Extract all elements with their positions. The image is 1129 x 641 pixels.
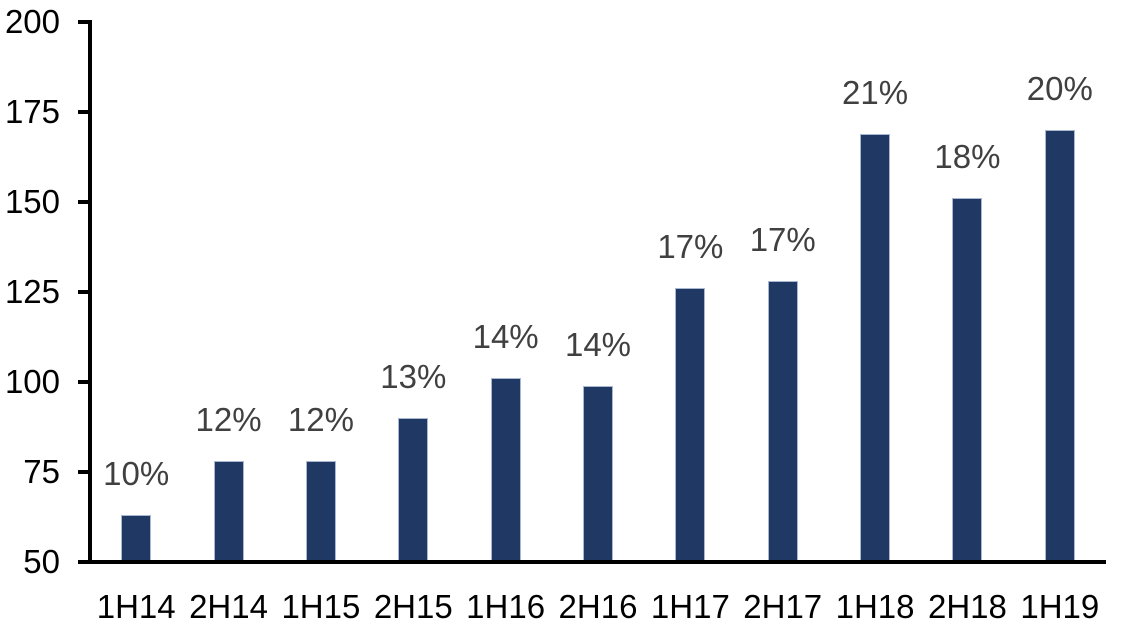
x-category-label: 2H16 bbox=[558, 588, 638, 625]
x-category-label: 1H14 bbox=[96, 588, 176, 625]
x-category-label: 1H19 bbox=[1020, 588, 1100, 625]
x-category-label: 1H15 bbox=[281, 588, 361, 625]
y-tick-mark bbox=[78, 290, 88, 294]
y-tick-label: 175 bbox=[4, 93, 60, 130]
x-category-label: 1H18 bbox=[835, 588, 915, 625]
bar bbox=[305, 461, 336, 562]
bar-data-label: 10% bbox=[103, 455, 170, 493]
y-tick-mark bbox=[78, 110, 88, 114]
y-tick-mark bbox=[78, 20, 88, 24]
bar-data-label: 13% bbox=[380, 358, 447, 395]
y-tick-label: 200 bbox=[4, 3, 60, 40]
bar bbox=[860, 133, 891, 562]
y-axis-line bbox=[88, 20, 92, 564]
bar-data-label: 17% bbox=[749, 221, 816, 259]
bar bbox=[767, 281, 798, 562]
x-category-label: 1H17 bbox=[650, 588, 730, 625]
bar bbox=[583, 385, 613, 562]
y-tick-label: 125 bbox=[4, 273, 60, 310]
bar bbox=[490, 378, 521, 562]
y-tick-mark bbox=[78, 470, 88, 474]
bar-data-label: 20% bbox=[1026, 70, 1093, 107]
bar bbox=[675, 288, 706, 562]
y-tick-mark bbox=[78, 380, 88, 384]
y-tick-label: 75 bbox=[23, 453, 60, 490]
bar-data-label: 12% bbox=[287, 401, 354, 439]
x-category-label: 2H18 bbox=[928, 588, 1007, 625]
bar bbox=[952, 198, 983, 562]
y-tick-label: 50 bbox=[23, 543, 60, 580]
y-tick-label: 150 bbox=[4, 183, 60, 220]
bar-data-label: 18% bbox=[934, 138, 1001, 176]
bar bbox=[398, 418, 429, 562]
x-category-label: 1H16 bbox=[466, 588, 546, 625]
bar bbox=[213, 461, 244, 562]
x-axis-line bbox=[78, 560, 1106, 564]
bar-data-label: 17% bbox=[657, 228, 724, 266]
x-category-label: 2H14 bbox=[189, 588, 268, 625]
bar bbox=[1044, 130, 1075, 562]
bar-data-label: 14% bbox=[472, 318, 539, 356]
bar-data-label: 14% bbox=[564, 325, 632, 363]
y-tick-label: 100 bbox=[4, 363, 60, 400]
bar bbox=[121, 515, 152, 562]
bar-data-label: 12% bbox=[195, 401, 262, 439]
bar-data-label: 21% bbox=[842, 73, 909, 111]
x-category-label: 2H15 bbox=[373, 588, 453, 625]
y-tick-mark bbox=[78, 200, 88, 204]
x-category-label: 2H17 bbox=[743, 588, 823, 625]
